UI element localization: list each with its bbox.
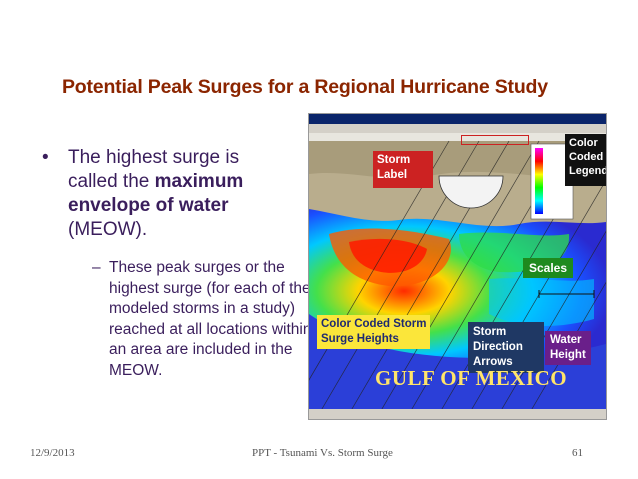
surge-heights-line1: Color Coded Storm <box>321 318 427 330</box>
water-height-line1: Water <box>550 334 582 346</box>
footer-page-number: 61 <box>572 447 583 459</box>
slide-title: Potential Peak Surges for a Regional Hur… <box>62 76 548 98</box>
water-height-callout: Water Height <box>545 331 591 365</box>
footer-title: PPT - Tsunami Vs. Storm Surge <box>252 447 393 459</box>
bullet-text: The highest surge is called the maximum … <box>68 146 292 242</box>
surge-heights-callout: Color Coded Storm Surge Heights <box>317 315 431 349</box>
sub-bullet-marker: – <box>92 259 101 276</box>
surge-heights-line2: Surge Heights <box>321 333 399 345</box>
legend-callout-line3: Legend <box>569 165 607 177</box>
legend-callout-line2: Coded <box>569 151 604 163</box>
storm-arrows-line1: Storm <box>473 326 507 338</box>
bullet-text-suffix: (MEOW). <box>68 219 148 240</box>
storm-arrows-line2: Direction <box>473 341 523 353</box>
bullet-marker: • <box>42 147 49 168</box>
sub-bullet: – These peak surges or the highest surge… <box>92 258 317 381</box>
storm-arrows-callout: Storm Direction Arrows <box>468 322 544 373</box>
storm-label-line1: Storm <box>377 154 411 166</box>
sub-bullet-text: These peak surges or the highest surge (… <box>109 259 312 379</box>
storm-arrows-line3: Arrows <box>473 356 513 368</box>
footer-date: 12/9/2013 <box>30 447 75 459</box>
water-height-line2: Height <box>550 349 586 361</box>
storm-label-box <box>461 135 529 145</box>
scales-callout: Scales <box>523 258 574 278</box>
bullet-text-bold: maximum envelope of water <box>68 171 244 216</box>
gulf-of-mexico-label: GULF OF MEXICO <box>375 366 568 390</box>
legend-callout: Color Coded Legend <box>565 134 607 186</box>
surge-map-screenshot: Storm Label Color Coded Legend Scales Co… <box>308 113 607 420</box>
legend-callout-line1: Color <box>569 137 598 149</box>
main-bullet: • The highest surge is called the maximu… <box>42 146 292 242</box>
storm-label-line2: Label <box>377 169 408 181</box>
storm-label-callout: Storm Label <box>373 151 433 188</box>
bullet-text-prefix: The highest surge is called the <box>68 147 240 192</box>
